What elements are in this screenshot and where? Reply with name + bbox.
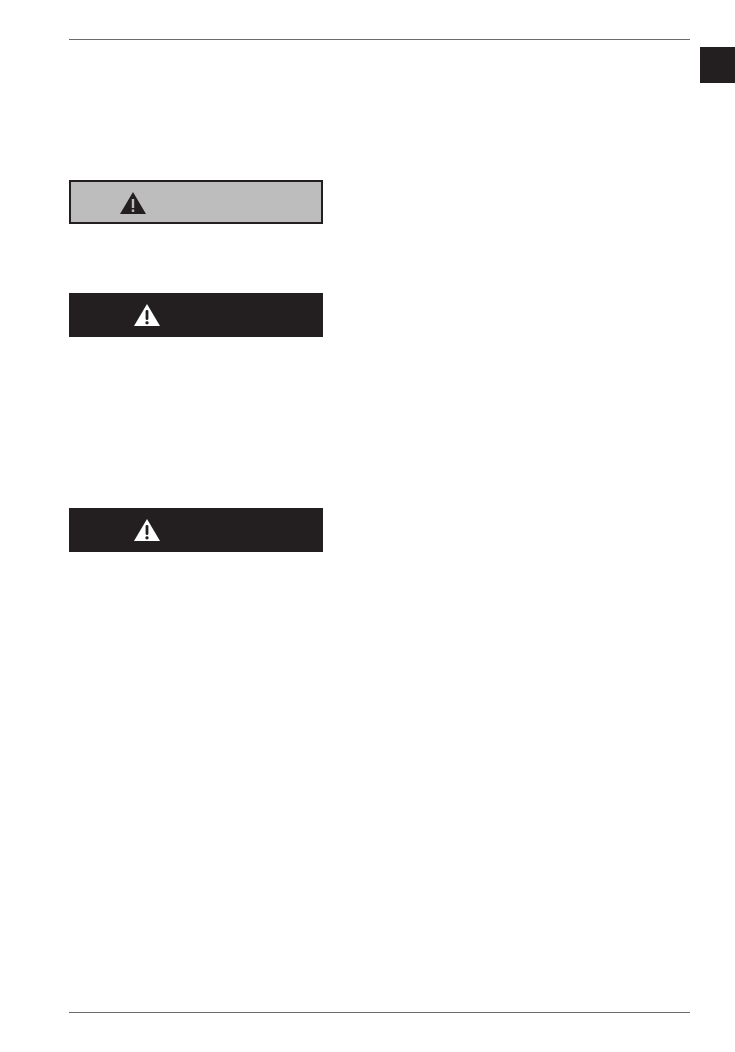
section-tab	[700, 47, 735, 83]
warning-triangle-icon	[134, 519, 160, 541]
warning-triangle-icon	[120, 192, 146, 214]
caution-box	[69, 180, 323, 224]
warning-box	[69, 508, 323, 552]
warning-box	[69, 293, 323, 337]
footer-rule	[69, 1012, 690, 1013]
warning-triangle-icon	[134, 304, 160, 326]
header-rule	[69, 39, 690, 40]
